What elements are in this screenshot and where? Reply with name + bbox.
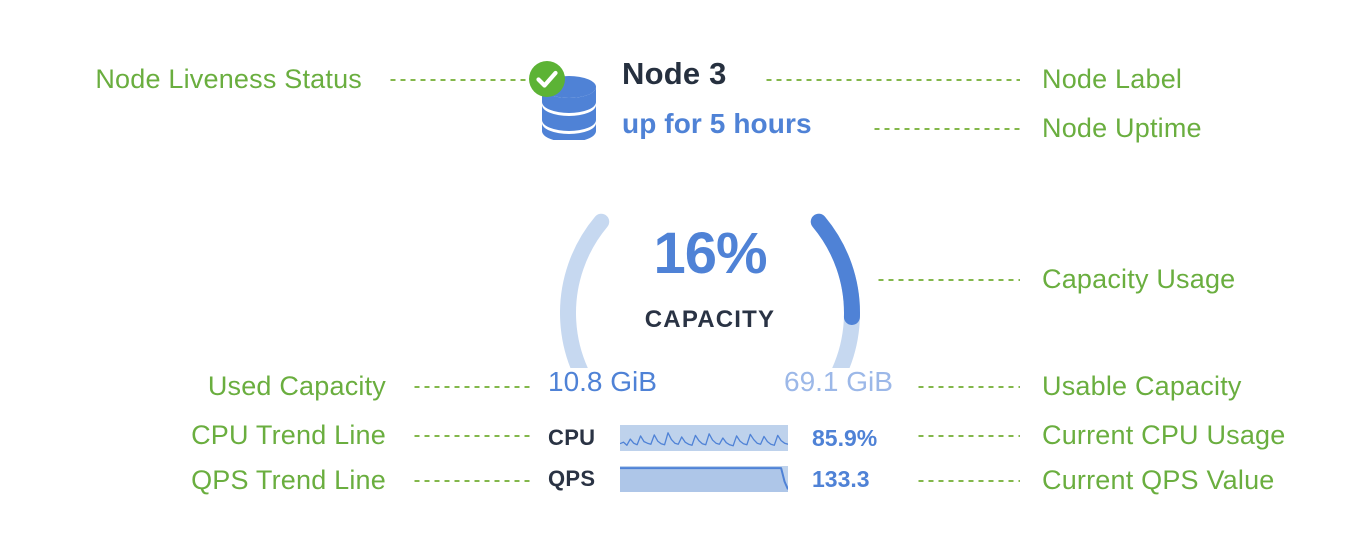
annotation-capacity-usage: Capacity Usage — [1042, 264, 1236, 294]
liveness-check-badge-icon — [528, 60, 566, 103]
leader-node-liveness-status — [388, 78, 528, 82]
leader-node-label — [764, 78, 1020, 82]
cpu-metric-label: CPU — [548, 425, 596, 450]
leader-qps-trend-line — [412, 479, 532, 483]
capacity-gauge: 16% CAPACITY — [560, 163, 860, 368]
capacity-percent-text: 16% — [653, 221, 767, 286]
annotation-node-liveness-status: Node Liveness Status — [95, 64, 362, 94]
usable-capacity-value: 69.1 GiB — [784, 366, 893, 397]
qps-metric-label: QPS — [548, 466, 596, 491]
annotation-node-label: Node Label — [1042, 64, 1183, 94]
qps-trend-sparkline — [620, 466, 788, 492]
leader-current-cpu-usage — [916, 434, 1020, 438]
leader-node-uptime — [872, 127, 1020, 131]
qps-current-value: 133.3 — [812, 465, 870, 492]
cpu-current-value: 85.9% — [812, 424, 878, 451]
leader-capacity-usage — [876, 278, 1020, 282]
annotation-node-uptime: Node Uptime — [1042, 113, 1202, 143]
leader-current-qps-value — [916, 479, 1020, 483]
annotation-cpu-trend-line: CPU Trend Line — [191, 420, 386, 450]
annotation-qps-trend-line: QPS Trend Line — [191, 465, 386, 495]
node-liveness-status-icon[interactable] — [528, 60, 600, 144]
capacity-caption: CAPACITY — [644, 306, 776, 333]
node-label-text: Node 3 — [622, 56, 727, 91]
annotation-used-capacity: Used Capacity — [207, 371, 386, 401]
annotation-usable-capacity: Usable Capacity — [1042, 371, 1242, 401]
leader-usable-capacity — [916, 385, 1020, 389]
leader-used-capacity — [412, 385, 532, 389]
node-uptime-text: up for 5 hours — [622, 108, 812, 139]
used-capacity-value: 10.8 GiB — [548, 366, 657, 397]
metric-row: CPU 85.9% — [548, 423, 938, 453]
annotation-current-qps-value: Current QPS Value — [1042, 465, 1275, 495]
annotation-current-cpu-usage: Current CPU Usage — [1042, 420, 1286, 450]
cpu-trend-sparkline — [620, 425, 788, 451]
metric-row: QPS 133.3 — [548, 464, 938, 494]
leader-cpu-trend-line — [412, 434, 532, 438]
